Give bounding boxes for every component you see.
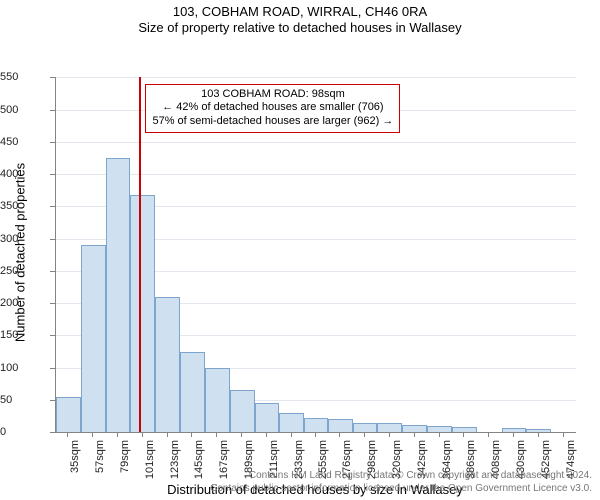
- xtick-mark: [364, 432, 365, 437]
- histogram-bar: [353, 423, 378, 433]
- histogram-bar: [230, 390, 255, 432]
- xtick-mark: [463, 432, 464, 437]
- annotation-box: 103 COBHAM ROAD: 98sqm← 42% of detached …: [145, 84, 400, 133]
- reference-line: [139, 77, 141, 432]
- histogram-bar: [427, 426, 452, 432]
- y-axis-label: Number of detached properties: [13, 152, 28, 352]
- ytick-label: 500: [0, 104, 53, 116]
- histogram-bar: [205, 368, 230, 433]
- histogram-bar: [402, 425, 427, 433]
- chart-title: 103, COBHAM ROAD, WIRRAL, CH46 0RA: [0, 0, 600, 20]
- ytick-label: 100: [0, 362, 53, 374]
- histogram-bar: [130, 195, 155, 433]
- xtick-mark: [92, 432, 93, 437]
- xtick-mark: [167, 432, 168, 437]
- histogram-bar: [304, 418, 328, 432]
- xtick-mark: [513, 432, 514, 437]
- annotation-line1: 103 COBHAM ROAD: 98sqm: [152, 88, 393, 102]
- histogram-bar: [155, 297, 180, 433]
- histogram-bar: [328, 419, 353, 432]
- xtick-mark: [67, 432, 68, 437]
- histogram-bar: [377, 423, 402, 433]
- xtick-mark: [538, 432, 539, 437]
- xtick-mark: [117, 432, 118, 437]
- footer-line2: Contains public sector information licen…: [210, 483, 592, 496]
- ytick-label: 550: [0, 71, 53, 83]
- annotation-line2: ← 42% of detached houses are smaller (70…: [152, 101, 393, 115]
- histogram-bar: [526, 429, 551, 432]
- histogram-bar: [81, 245, 106, 432]
- gridline: [56, 142, 576, 143]
- xtick-mark: [241, 432, 242, 437]
- footer-line1: Contains HM Land Registry data © Crown c…: [210, 470, 592, 483]
- chart-subtitle: Size of property relative to detached ho…: [0, 20, 600, 35]
- xtick-mark: [315, 432, 316, 437]
- annotation-line3: 57% of semi-detached houses are larger (…: [152, 115, 393, 129]
- xtick-mark: [291, 432, 292, 437]
- histogram-bar: [180, 352, 205, 433]
- xtick-mark: [339, 432, 340, 437]
- footer-credits: Contains HM Land Registry data © Crown c…: [210, 470, 592, 495]
- histogram-bar: [279, 413, 304, 432]
- plot-area: 103 COBHAM ROAD: 98sqm← 42% of detached …: [55, 77, 576, 433]
- xtick-mark: [216, 432, 217, 437]
- xtick-mark: [266, 432, 267, 437]
- xtick-mark: [191, 432, 192, 437]
- histogram-bar: [502, 428, 527, 432]
- gridline: [56, 174, 576, 175]
- xtick-mark: [414, 432, 415, 437]
- xtick-mark: [563, 432, 564, 437]
- ytick-label: 450: [0, 136, 53, 148]
- xtick-mark: [488, 432, 489, 437]
- ytick-label: 50: [0, 394, 53, 406]
- xtick-mark: [142, 432, 143, 437]
- xtick-mark: [439, 432, 440, 437]
- histogram-bar: [56, 397, 81, 433]
- histogram-bar: [255, 403, 280, 432]
- xtick-mark: [389, 432, 390, 437]
- histogram-bar: [106, 158, 131, 432]
- ytick-label: 0: [0, 426, 53, 438]
- histogram-bar: [452, 427, 477, 432]
- gridline: [56, 77, 576, 78]
